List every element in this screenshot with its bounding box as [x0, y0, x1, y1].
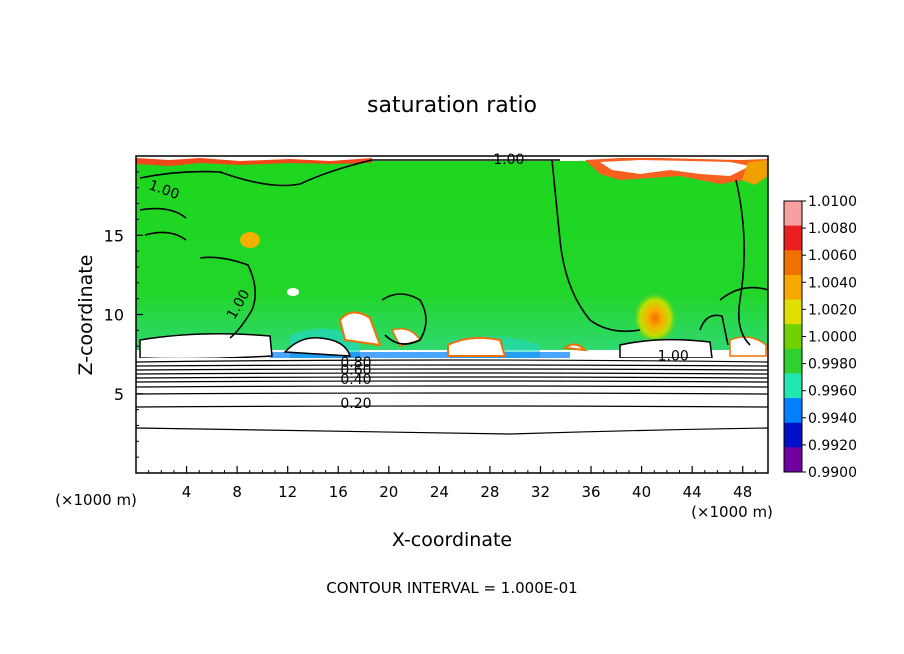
x-tick-label: 36 [581, 483, 600, 501]
colorbar-label: 1.0020 [808, 302, 857, 318]
colorbar-swatch [784, 201, 802, 227]
colorbar-label: 1.0000 [808, 330, 857, 346]
y-tick-label: 15 [104, 226, 124, 245]
y-tick-label: 10 [104, 306, 124, 325]
colorbar-label: 0.9940 [808, 411, 857, 427]
x-tick-label: 44 [683, 483, 702, 501]
colorbar-swatch [784, 422, 802, 448]
colorbar-label: 1.0040 [808, 275, 857, 291]
colorbar-swatch [784, 250, 802, 276]
x-unit-right: (×1000 m) [691, 503, 773, 521]
chart-title: saturation ratio [367, 93, 537, 118]
colorbar: 1.0100 1.0080 1.0060 1.0040 1.0020 1.0000 0.99… [783, 194, 857, 481]
contour-label: 1.00 [493, 152, 524, 168]
x-axis-label: X-coordinate [392, 529, 512, 551]
colorbar-label: 0.9900 [808, 465, 857, 481]
colorbar-swatch [784, 274, 802, 301]
x-unit-left: (×1000 m) [55, 491, 137, 509]
colorbar-swatch [784, 398, 802, 424]
colorbar-swatch [784, 299, 802, 325]
contour-interval-note: CONTOUR INTERVAL = 1.000E-01 [326, 579, 577, 597]
y-axis-label: Z-coordinate [75, 255, 97, 376]
contour-label: 0.80 [340, 355, 371, 371]
colorbar-label: 0.9920 [808, 438, 857, 454]
colorbar-swatch [784, 324, 802, 350]
contour-label: 1.00 [658, 348, 689, 364]
colorbar-swatch [784, 225, 802, 251]
contour-label: 0.40 [340, 372, 371, 388]
x-tick-label: 48 [733, 483, 752, 501]
x-tick-label: 16 [329, 483, 348, 501]
x-tick-label: 8 [232, 483, 242, 501]
x-tick-label: 40 [632, 483, 651, 501]
colorbar-label: 0.9980 [808, 357, 857, 373]
x-axis-ticks: 4 8 12 16 20 24 28 32 36 40 44 48 [148, 466, 756, 501]
y-tick-label: 5 [114, 385, 124, 404]
x-tick-label: 4 [182, 483, 192, 501]
colorbar-swatch [784, 373, 802, 399]
x-tick-label: 28 [480, 483, 499, 501]
x-tick-label: 12 [278, 483, 297, 501]
colorbar-swatch [784, 447, 802, 473]
y-axis-ticks: 5 10 15 [104, 171, 143, 458]
colorbar-label: 1.0080 [808, 221, 857, 237]
colorbar-label: 0.9960 [808, 384, 857, 400]
x-tick-label: 24 [430, 483, 449, 501]
x-tick-label: 32 [531, 483, 550, 501]
colorbar-label: 1.0060 [808, 248, 857, 264]
colorbar-label: 1.0100 [808, 194, 857, 210]
x-tick-label: 20 [379, 483, 398, 501]
contour-label: 0.20 [340, 396, 371, 412]
saturation-field [136, 156, 768, 473]
contour-label: 0.60 [340, 363, 371, 379]
colorbar-swatch [784, 348, 802, 374]
contour-labels: 1.001.001.001.000.800.600.400.20 [147, 152, 689, 412]
